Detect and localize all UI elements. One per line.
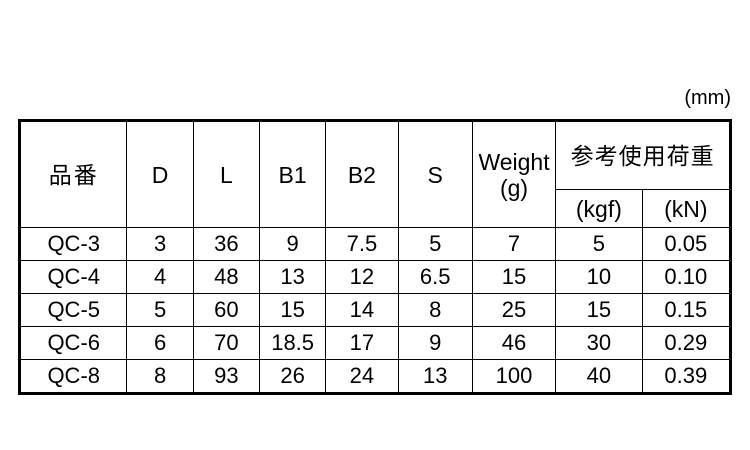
- column-header-weight: Weight (g): [471, 120, 557, 228]
- cell-s: 9: [397, 326, 473, 360]
- cell-part-number: QC-6: [18, 326, 128, 360]
- column-header-d: D: [126, 120, 194, 228]
- cell-d: 3: [126, 227, 194, 261]
- table-header-row-secondary: (kgf) (kN): [20, 189, 732, 228]
- cell-b1: 18.5: [258, 326, 327, 360]
- cell-part-number: QC-5: [18, 293, 128, 327]
- cell-b2: 24: [325, 359, 399, 394]
- cell-load-kn: 0.10: [641, 260, 732, 294]
- cell-d: 5: [126, 293, 194, 327]
- cell-l: 93: [192, 359, 260, 394]
- cell-d: 6: [126, 326, 194, 360]
- column-header-s: S: [397, 120, 473, 228]
- cell-load-kn: 0.05: [641, 227, 732, 261]
- cell-weight: 25: [471, 293, 557, 327]
- table-row: QC-6 6 70 18.5 17 9 46 30 0.29: [18, 326, 732, 360]
- cell-b1: 9: [258, 227, 327, 261]
- table-body: QC-3 3 36 9 7.5 5 7 5 0.05 QC-4 4 48 13 …: [18, 227, 732, 394]
- table-row: QC-5 5 60 15 14 8 25 15 0.15: [18, 293, 732, 327]
- table-header-row-primary: 品番 D L B1 B2 S Weight (g) 参考使用荷重: [18, 120, 731, 228]
- cell-part-number: QC-3: [18, 227, 128, 261]
- table-header: 品番 D L B1 B2 S Weight (g) 参考使用荷重 (kgf) (k…: [18, 120, 732, 228]
- cell-l: 36: [192, 227, 260, 261]
- cell-d: 8: [126, 359, 194, 394]
- column-header-l: L: [192, 120, 260, 228]
- unit-note-mm: (mm): [684, 87, 731, 109]
- column-header-load-group: 参考使用荷重: [555, 120, 731, 190]
- cell-load-kn: 0.39: [641, 359, 732, 394]
- cell-d: 4: [126, 260, 194, 294]
- cell-weight: 7: [471, 227, 557, 261]
- cell-l: 60: [192, 293, 260, 327]
- cell-load-kn: 0.15: [641, 293, 732, 327]
- cell-load-kgf: 15: [555, 293, 643, 327]
- spec-table-container: 品番 D L B1 B2 S Weight (g) 参考使用荷重 (kgf) (k…: [18, 119, 732, 395]
- cell-s: 13: [397, 359, 473, 394]
- cell-b1: 15: [258, 293, 327, 327]
- cell-weight: 100: [471, 359, 557, 394]
- column-header-part-number: 品番: [18, 120, 128, 228]
- column-header-weight-line1: Weight: [478, 148, 550, 175]
- cell-load-kgf: 30: [555, 326, 643, 360]
- table-row: QC-8 8 93 26 24 13 100 40 0.39: [18, 359, 732, 394]
- cell-s: 6.5: [397, 260, 473, 294]
- column-header-b2: B2: [325, 120, 399, 228]
- column-header-weight-unit: (g): [499, 174, 529, 201]
- cell-load-kgf: 40: [555, 359, 643, 394]
- cell-load-kgf: 10: [555, 260, 643, 294]
- table-row: QC-4 4 48 13 12 6.5 15 10 0.10: [18, 260, 732, 294]
- cell-b1: 26: [258, 359, 327, 394]
- cell-b1: 13: [258, 260, 327, 294]
- specification-table: 品番 D L B1 B2 S Weight (g) 参考使用荷重 (kgf) (k…: [18, 119, 732, 395]
- cell-load-kn: 0.29: [641, 326, 732, 360]
- cell-s: 8: [397, 293, 473, 327]
- cell-part-number: QC-4: [18, 260, 128, 294]
- column-header-load-kgf: (kgf): [555, 189, 643, 228]
- cell-l: 70: [192, 326, 260, 360]
- cell-b2: 17: [325, 326, 399, 360]
- cell-load-kgf: 5: [555, 227, 643, 261]
- cell-b2: 12: [325, 260, 399, 294]
- cell-l: 48: [192, 260, 260, 294]
- column-header-b1: B1: [258, 120, 327, 228]
- cell-weight: 15: [471, 260, 557, 294]
- cell-s: 5: [397, 227, 473, 261]
- cell-b2: 7.5: [325, 227, 399, 261]
- column-header-load-kn: (kN): [641, 189, 732, 228]
- table-row: QC-3 3 36 9 7.5 5 7 5 0.05: [18, 227, 732, 261]
- cell-b2: 14: [325, 293, 399, 327]
- cell-part-number: QC-8: [18, 359, 128, 394]
- cell-weight: 46: [471, 326, 557, 360]
